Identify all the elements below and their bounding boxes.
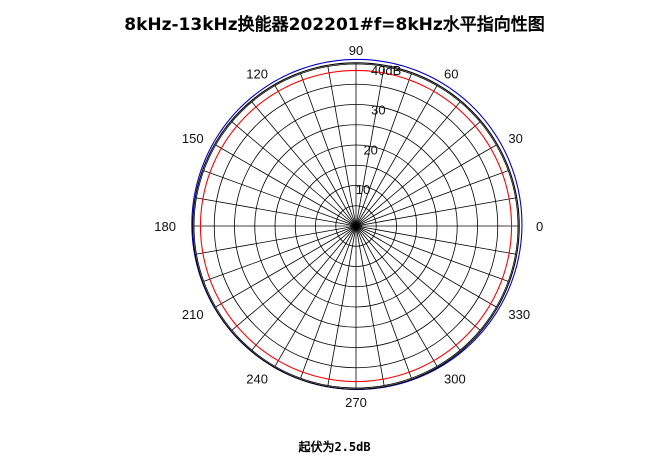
grid-spoke (251, 225, 357, 351)
series-line (199, 69, 513, 383)
grid-spoke (251, 101, 357, 227)
grid-spoke (355, 225, 412, 379)
series-layer (191, 58, 523, 391)
axis-labels: 0 30 60 90 120 150 180 210 240 270 300 330 10 20 30 40d… (154, 43, 543, 410)
grid-spoke (355, 101, 461, 227)
angle-tick-label: 150 (182, 131, 204, 146)
angle-tick-label: 120 (246, 67, 268, 82)
angle-tick-label: 300 (444, 371, 466, 386)
radial-tick-label: 20 (363, 142, 377, 157)
grid-spoke (274, 85, 357, 227)
grid-spoke (355, 144, 497, 227)
grid-spoke (355, 225, 509, 282)
grid-spoke (231, 225, 357, 331)
grid-spoke (355, 225, 385, 386)
grid-spoke (300, 225, 357, 379)
grid-spoke (203, 225, 357, 282)
grid-spoke (355, 73, 412, 227)
radial-tick-label: 30 (371, 103, 385, 118)
angle-tick-label: 0 (536, 219, 543, 234)
polar-grid (193, 63, 519, 389)
grid-spoke (215, 144, 357, 227)
grid-spoke (196, 225, 357, 255)
ripple-caption: 起伏为2.5dB (298, 440, 371, 454)
grid-spoke (355, 66, 385, 227)
grid-spoke (355, 225, 481, 331)
angle-tick-label: 30 (508, 131, 522, 146)
series-line (192, 62, 520, 390)
grid-spoke (274, 225, 357, 367)
angle-tick-label: 180 (154, 219, 176, 234)
grid-spoke (300, 73, 357, 227)
grid-spoke (231, 121, 357, 227)
angle-tick-label: 90 (349, 43, 363, 58)
grid-spoke (355, 170, 509, 227)
grid-spoke (355, 225, 516, 255)
angle-tick-label: 240 (246, 371, 268, 386)
angle-tick-label: 330 (508, 307, 530, 322)
grid-spoke (355, 121, 481, 227)
grid-spoke (203, 170, 357, 227)
angle-tick-label: 210 (182, 307, 204, 322)
grid-spoke (355, 225, 438, 367)
angle-tick-label: 270 (345, 395, 367, 410)
chart-title: 8kHz-13kHz换能器202201#f=8kHz水平指向性图 (124, 15, 545, 35)
grid-spoke (355, 197, 516, 227)
grid-spoke (355, 85, 438, 227)
grid-spoke (215, 225, 357, 308)
series-line (191, 58, 523, 391)
angle-tick-label: 60 (444, 67, 458, 82)
grid-spoke (327, 66, 357, 227)
grid-spoke (355, 225, 461, 351)
grid-spoke (355, 225, 497, 308)
grid-spoke (196, 197, 357, 227)
grid-spoke (327, 225, 357, 386)
radial-tick-label: 40dB (371, 63, 401, 78)
radial-tick-label: 10 (356, 182, 370, 197)
